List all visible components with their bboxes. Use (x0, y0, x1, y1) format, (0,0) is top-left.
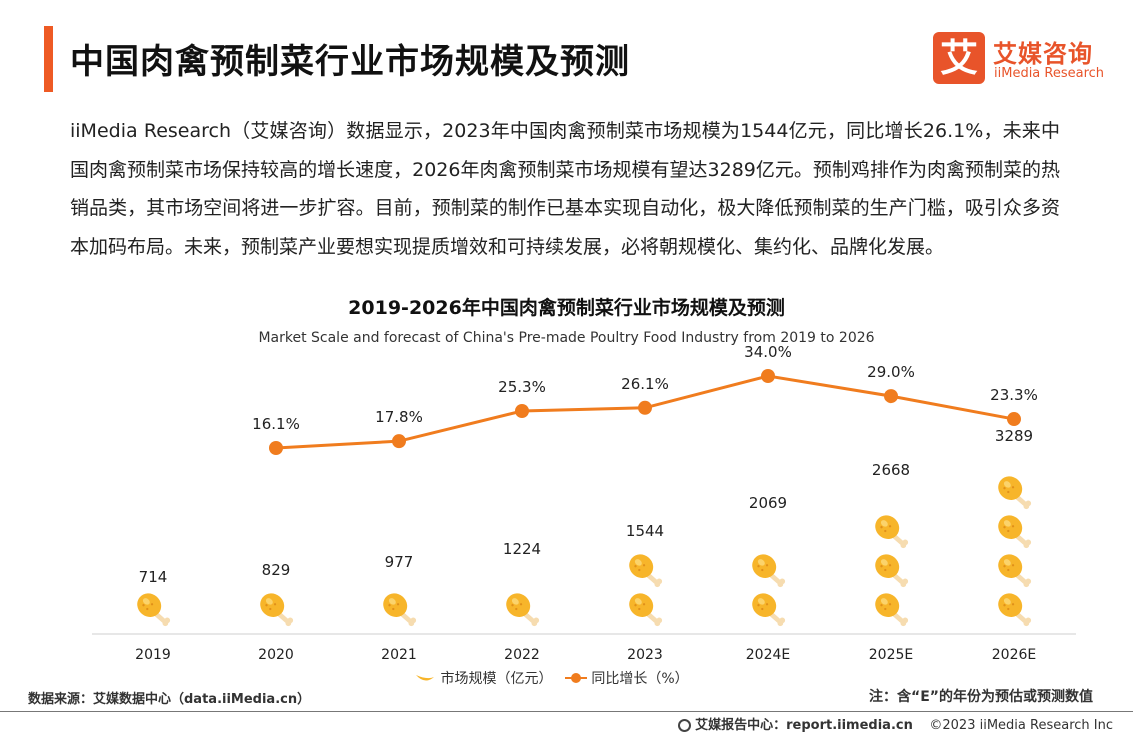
growth-value-label: 23.3% (990, 386, 1038, 404)
bar-value-label: 3289 (995, 427, 1033, 445)
growth-value-label: 16.1% (252, 415, 300, 433)
logo-en-text: iiMedia Research (994, 66, 1105, 81)
chart-title: 2019-2026年中国肉禽预制菜行业市场规模及预测 (348, 297, 785, 319)
intro-paragraph: iiMedia Research（艾媒咨询）数据显示，2023年中国肉禽预制菜市… (70, 120, 1060, 258)
bar-value-label: 2668 (872, 461, 910, 479)
bar-2024E (747, 511, 785, 627)
forecast-note: 注：含“E”的年份为预估或预测数值 (869, 689, 1093, 705)
drumstick-icon (747, 589, 785, 627)
growth-point (269, 441, 283, 455)
drumstick-icon (624, 589, 662, 627)
title-accent-bar (44, 26, 53, 92)
growth-value-label: 29.0% (867, 363, 915, 381)
data-source: 数据来源：艾媒数据中心（data.iiMedia.cn） (28, 692, 311, 707)
growth-value-label: 17.8% (375, 408, 423, 426)
bar-2019 (132, 589, 170, 627)
drumstick-icon (870, 511, 908, 549)
drumstick-icon (501, 589, 539, 627)
drumstick-icon (255, 589, 293, 627)
x-tick-label: 2019 (135, 647, 171, 663)
growth-value-label: 26.1% (621, 375, 669, 393)
bar-2022 (501, 550, 539, 627)
growth-point (392, 434, 406, 449)
growth-point (884, 389, 898, 404)
chart-subtitle: Market Scale and forecast of China's Pre… (258, 330, 875, 346)
chart-legend: 市场规模（亿元） 同比增长（%） (414, 668, 689, 688)
drumstick-icon (132, 589, 170, 627)
x-tick-label: 2024E (746, 647, 790, 663)
page-title: 中国肉禽预制菜行业市场规模及预测 (70, 42, 630, 82)
drumstick-icon (993, 472, 1031, 510)
bar-value-label: 2069 (749, 494, 787, 512)
footer-divider (0, 711, 1133, 712)
bar-value-label: 977 (385, 553, 414, 571)
iimedia-logo: 艾 艾媒咨询 iiMedia Research (933, 32, 1118, 88)
drumstick-icon (993, 589, 1031, 627)
growth-point (761, 369, 775, 383)
logo-cn-text: 艾媒咨询 (993, 40, 1093, 68)
bar-value-label: 829 (262, 561, 291, 579)
bar-value-label: 714 (139, 568, 168, 586)
legend-market-scale-label: 市场规模（亿元） (440, 671, 553, 687)
x-tick-label: 2023 (627, 647, 663, 663)
bar-2025E (870, 472, 908, 627)
legend-drumstick-icon (416, 675, 434, 681)
bar-value-label: 1544 (626, 522, 664, 540)
growth-point (515, 403, 529, 418)
drumstick-icon (624, 550, 662, 588)
growth-point (1007, 412, 1021, 427)
x-tick-label: 2020 (258, 647, 294, 663)
globe-icon (678, 719, 692, 732)
x-tick-label: 2021 (381, 647, 417, 663)
growth-point (638, 400, 652, 415)
legend-line-icon (564, 673, 587, 683)
footer: 艾媒报告中心：report.iimedia.cn ©2023 iiMedia R… (678, 714, 1113, 733)
x-tick-label: 2025E (869, 647, 913, 663)
drumstick-icon (747, 511, 785, 549)
legend-growth-label: 同比增长（%） (591, 671, 689, 687)
drumstick-icon (993, 550, 1031, 588)
drumstick-icon (378, 589, 416, 627)
bar-value-label: 1224 (503, 540, 541, 558)
logo-mark: 艾 (933, 32, 985, 84)
x-tick-label: 2022 (504, 647, 540, 663)
drumstick-icon (747, 550, 785, 588)
growth-value-label: 25.3% (498, 378, 546, 396)
growth-value-label: 34.0% (744, 343, 792, 361)
bar-2026E (993, 433, 1031, 627)
drumstick-icon (993, 511, 1031, 549)
drumstick-icon (870, 550, 908, 588)
footer-copyright: ©2023 iiMedia Research Inc (929, 718, 1113, 733)
drumstick-icon (870, 589, 908, 627)
footer-site: 艾媒报告中心：report.iimedia.cn (695, 718, 913, 733)
x-tick-label: 2026E (992, 647, 1036, 663)
